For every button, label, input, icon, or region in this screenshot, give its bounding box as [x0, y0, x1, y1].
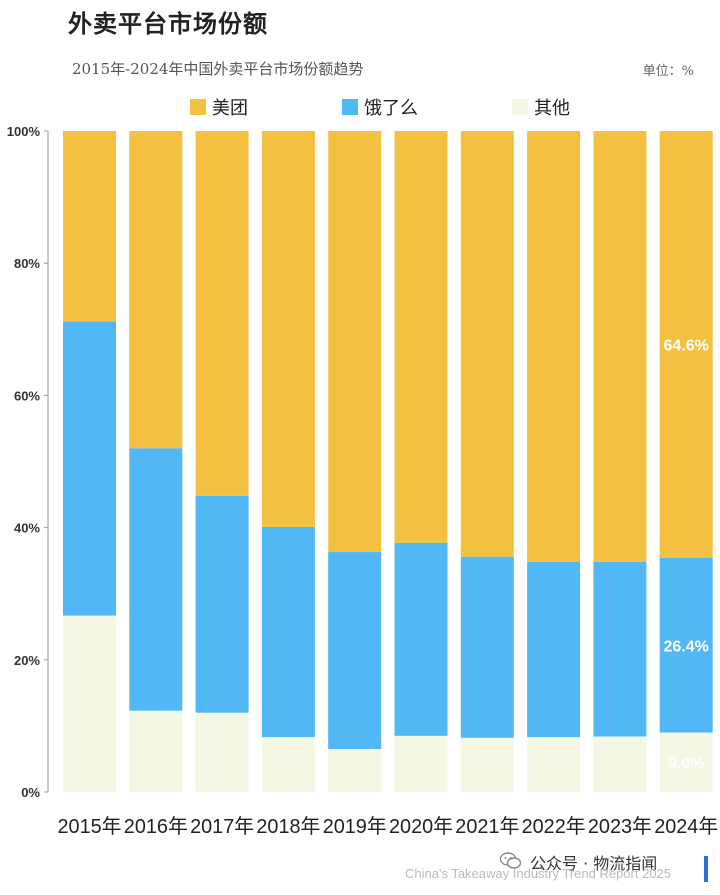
- bar-eleme: [460, 556, 514, 738]
- bar-meituan: [460, 131, 514, 557]
- x-tick-label: 2020年: [389, 815, 453, 838]
- x-tick-label: 2018年: [256, 815, 320, 838]
- legend-swatch-eleme: [342, 99, 358, 115]
- y-tick-label: 100%: [7, 124, 41, 139]
- bar-other: [527, 737, 581, 792]
- bar-other: [593, 736, 647, 792]
- legend-label-meituan: 美团: [212, 98, 248, 119]
- legend-label-other: 其他: [534, 98, 570, 119]
- bar-other: [195, 712, 249, 792]
- bar-other: [460, 737, 514, 792]
- bar-eleme: [527, 561, 581, 738]
- bar-meituan: [593, 131, 647, 562]
- data-label: 26.4%: [664, 638, 709, 655]
- y-tick-label: 60%: [14, 388, 40, 403]
- x-tick-label: 2017年: [190, 815, 254, 838]
- bar-other: [328, 749, 382, 792]
- legend-label-eleme: 饿了么: [364, 98, 418, 119]
- y-tick-label: 0%: [21, 785, 40, 800]
- bar-eleme: [394, 542, 448, 736]
- x-tick-label: 2015年: [58, 815, 122, 838]
- legend-item-other: 其他: [512, 94, 570, 120]
- y-tick-label: 20%: [14, 653, 40, 668]
- legend-item-eleme: 饿了么: [342, 94, 418, 120]
- chart-subtitle: 2015年-2024年中国外卖平台市场份额趋势: [72, 60, 364, 78]
- data-label: 64.6%: [664, 338, 709, 355]
- y-tick-label: 40%: [14, 521, 40, 536]
- bar-meituan: [129, 131, 183, 449]
- bar-meituan: [63, 131, 116, 322]
- y-tick-label: 80%: [14, 256, 40, 271]
- bar-other: [394, 735, 448, 792]
- chart-title: 外卖平台市场份额: [68, 10, 268, 38]
- bar-meituan: [394, 131, 448, 543]
- watermark-text: China's Takeaway Industry Trend Report 2…: [405, 866, 672, 881]
- x-tick-label: 2016年: [124, 815, 188, 838]
- bar-meituan: [527, 131, 581, 562]
- x-tick-label: 2022年: [522, 815, 586, 838]
- bar-meituan: [195, 131, 249, 496]
- legend-swatch-other: [512, 99, 528, 115]
- bar-eleme: [328, 552, 382, 750]
- stacked-bar-chart: 0%20%40%60%80%100%2015年 2016年 2017年 2018年 20…: [7, 124, 718, 838]
- data-label: 9.0%: [668, 755, 704, 772]
- bar-eleme: [63, 321, 116, 616]
- x-tick-label: 2021年: [455, 815, 519, 838]
- x-tick-label: 2024年: [654, 815, 718, 838]
- bar-other: [659, 732, 713, 792]
- bar-eleme: [261, 526, 315, 738]
- unit-label: 单位：%: [642, 64, 694, 79]
- bar-other: [261, 737, 315, 792]
- legend-swatch-meituan: [190, 99, 206, 115]
- bar-meituan: [328, 131, 382, 553]
- x-tick-label: 2019年: [323, 815, 387, 838]
- footer-accent-bar: [704, 856, 708, 882]
- source-label: 公众号 · 物流指闻: [530, 854, 658, 873]
- bar-other: [129, 710, 183, 792]
- bar-eleme: [195, 495, 249, 713]
- bar-other: [63, 615, 116, 792]
- x-tick-label: 2023年: [588, 815, 652, 838]
- bar-eleme: [659, 558, 713, 733]
- bar-eleme: [593, 561, 647, 737]
- bar-meituan: [659, 131, 713, 559]
- bar-meituan: [261, 131, 315, 527]
- bar-eleme: [129, 448, 183, 711]
- wechat-icon: [500, 852, 522, 869]
- legend: 美团 饿了么 其他: [0, 94, 720, 120]
- legend-item-meituan: 美团: [190, 94, 248, 120]
